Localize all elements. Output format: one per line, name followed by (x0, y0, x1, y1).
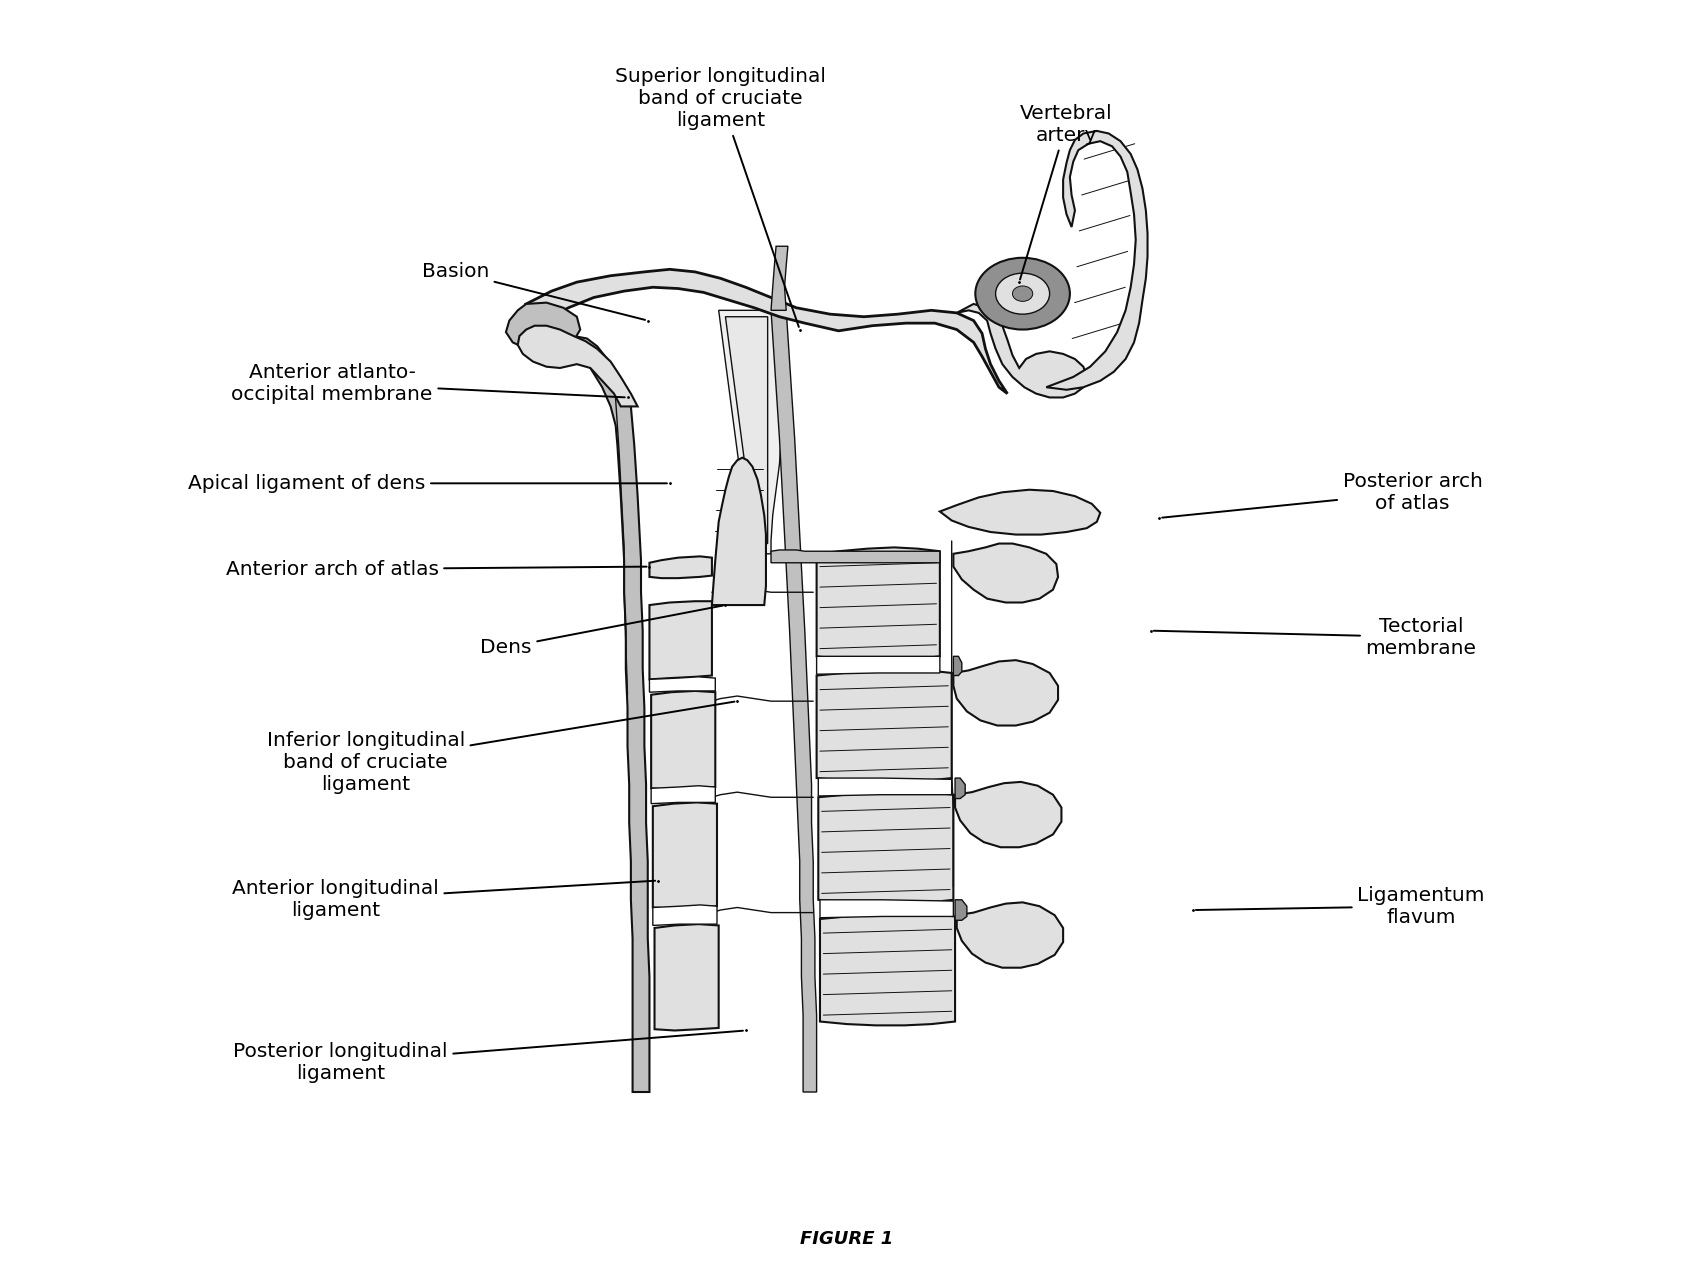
Polygon shape (818, 779, 952, 795)
Circle shape (996, 273, 1050, 314)
Text: Ligamentum
flavum: Ligamentum flavum (1196, 885, 1486, 927)
Polygon shape (954, 656, 962, 676)
Polygon shape (771, 246, 788, 310)
Polygon shape (649, 601, 711, 680)
Polygon shape (652, 802, 717, 909)
Polygon shape (574, 336, 649, 1091)
Polygon shape (817, 669, 952, 782)
Text: Apical ligament of dens: Apical ligament of dens (188, 474, 667, 493)
Polygon shape (957, 902, 1064, 968)
Polygon shape (820, 900, 954, 918)
Polygon shape (711, 458, 766, 605)
Text: Inferior longitudinal
band of cruciate
ligament: Inferior longitudinal band of cruciate l… (266, 701, 735, 794)
Circle shape (976, 257, 1071, 329)
Polygon shape (649, 556, 711, 578)
Polygon shape (817, 547, 940, 660)
Polygon shape (957, 304, 1088, 398)
Text: Dens: Dens (479, 606, 723, 656)
Polygon shape (649, 677, 715, 692)
Polygon shape (1047, 131, 1147, 390)
Polygon shape (818, 792, 954, 903)
Polygon shape (771, 310, 817, 1091)
Polygon shape (650, 691, 715, 790)
Circle shape (1013, 286, 1033, 301)
Polygon shape (725, 317, 767, 543)
Polygon shape (955, 900, 967, 920)
Polygon shape (654, 924, 718, 1031)
Text: Superior longitudinal
band of cruciate
ligament: Superior longitudinal band of cruciate l… (615, 67, 825, 327)
Polygon shape (650, 786, 715, 803)
Polygon shape (652, 905, 717, 925)
Polygon shape (718, 310, 786, 553)
Text: Tectorial
membrane: Tectorial membrane (1154, 616, 1477, 658)
Polygon shape (955, 782, 1062, 847)
Text: Anterior arch of atlas: Anterior arch of atlas (225, 560, 647, 579)
Text: Vertebral
artery: Vertebral artery (1020, 104, 1113, 279)
Text: Anterior atlanto-
occipital membrane: Anterior atlanto- occipital membrane (232, 363, 625, 404)
Polygon shape (527, 269, 1008, 394)
Polygon shape (817, 656, 940, 674)
Text: Anterior longitudinal
ligament: Anterior longitudinal ligament (232, 879, 656, 920)
Text: Basion: Basion (422, 263, 645, 320)
Text: FIGURE 1: FIGURE 1 (800, 1230, 894, 1248)
Text: Posterior longitudinal
ligament: Posterior longitudinal ligament (234, 1031, 744, 1084)
Polygon shape (771, 550, 940, 562)
Polygon shape (955, 779, 966, 798)
Polygon shape (518, 326, 637, 407)
Polygon shape (954, 543, 1059, 602)
Polygon shape (954, 660, 1059, 726)
Polygon shape (507, 302, 581, 351)
Polygon shape (940, 490, 1101, 534)
Polygon shape (820, 912, 955, 1026)
Text: Posterior arch
of atlas: Posterior arch of atlas (1162, 472, 1482, 517)
